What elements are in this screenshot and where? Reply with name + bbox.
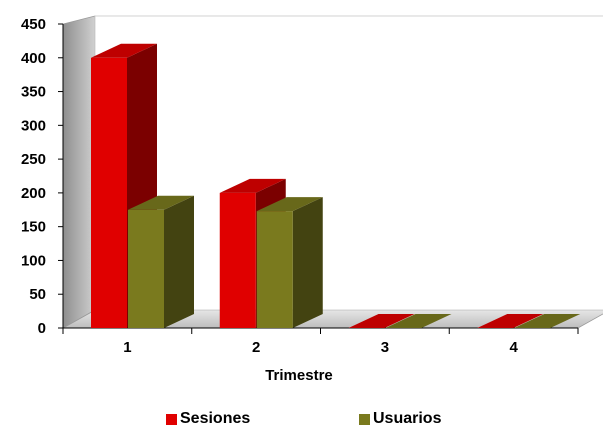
x-tick-label: 4 xyxy=(509,339,518,356)
y-tick-label: 150 xyxy=(21,219,46,236)
bar-front xyxy=(256,211,293,328)
bar-top xyxy=(348,314,415,328)
y-tick-label: 400 xyxy=(21,50,46,67)
bar-top xyxy=(219,178,286,193)
bar-usuarios-2 xyxy=(256,197,323,328)
legend-label-sesiones: Sesiones xyxy=(180,410,251,427)
y-tick-label: 0 xyxy=(38,320,46,337)
bar-usuarios-4 xyxy=(514,314,581,328)
bar-side xyxy=(292,197,323,328)
legend-label-usuarios: Usuarios xyxy=(373,410,442,427)
x-axis-label: Trimestre xyxy=(265,367,333,384)
bar-top xyxy=(514,314,581,328)
legend-swatch-sesiones xyxy=(166,413,177,425)
bar-top xyxy=(477,314,544,328)
y-tick-label: 250 xyxy=(21,151,46,168)
bar-top xyxy=(91,43,157,58)
bar-usuarios-3 xyxy=(385,314,452,328)
chart-side-wall xyxy=(62,15,96,329)
bar-side xyxy=(164,195,194,328)
legend-swatch-usuarios xyxy=(359,413,370,425)
x-tick-label: 3 xyxy=(381,339,389,356)
y-tick-label: 350 xyxy=(21,84,46,101)
legend-item-usuarios: Usuarios xyxy=(359,410,441,428)
bar-top xyxy=(385,314,452,328)
y-tick-label: 450 xyxy=(21,16,46,33)
legend: Sesiones Usuarios xyxy=(0,410,603,432)
x-tick-label: 2 xyxy=(252,339,260,356)
x-tick-label: 1 xyxy=(123,339,131,356)
bar-sesiones-3 xyxy=(348,314,415,328)
bar-top xyxy=(128,195,194,210)
y-tick-label: 50 xyxy=(29,286,46,303)
bar-sesiones-4 xyxy=(477,314,544,328)
bar-front xyxy=(91,57,127,329)
bar-front xyxy=(128,209,164,328)
y-tick-label: 300 xyxy=(21,117,46,134)
bar-top xyxy=(256,197,323,212)
y-tick-label: 200 xyxy=(21,185,46,202)
y-axis: 0 50 100 150 200 250 300 350 400 450 xyxy=(21,16,64,337)
legend-item-sesiones: Sesiones xyxy=(166,410,250,428)
x-axis: 1 2 3 4 xyxy=(62,327,579,356)
bar-front xyxy=(219,192,256,328)
bars xyxy=(91,43,581,329)
y-tick-label: 100 xyxy=(21,252,46,269)
bar-usuarios-1 xyxy=(128,195,194,328)
